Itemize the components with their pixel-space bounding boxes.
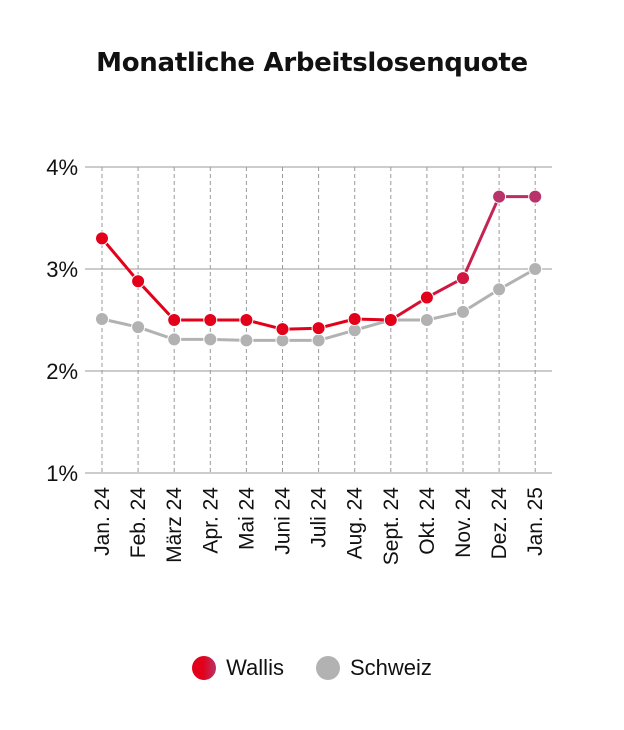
x-tick-label: Dez. 24 <box>488 487 511 560</box>
y-tick-label: 4% <box>46 155 78 180</box>
y-tick-label: 3% <box>46 257 78 282</box>
schweiz-data-point <box>456 304 470 319</box>
wallis-data-point <box>347 311 362 326</box>
schweiz-data-point <box>95 311 109 326</box>
schweiz-data-point <box>239 333 254 348</box>
x-tick-label: Mai 24 <box>235 487 258 550</box>
x-tick-label: Feb. 24 <box>127 487 150 559</box>
schweiz-data-point <box>131 320 146 335</box>
schweiz-data-point <box>492 282 507 297</box>
wallis-data-point <box>239 313 254 327</box>
x-tick-label: Juli 24 <box>308 487 331 548</box>
wallis-data-point <box>203 313 218 327</box>
x-tick-label: Jan. 24 <box>91 487 114 556</box>
x-tick-label: Jan. 25 <box>524 487 547 556</box>
y-tick-label: 1% <box>46 461 78 486</box>
x-tick-label: März 24 <box>163 487 186 563</box>
schweiz-data-point <box>203 332 218 347</box>
line-chart: 1% 2% 3% 4% Jan. 24 Feb. 24 März 24 Apr. 24 Mai … <box>46 155 552 566</box>
schweiz-data-point <box>167 332 182 347</box>
wallis-data-point <box>167 313 182 327</box>
wallis-data-point <box>419 290 434 305</box>
wallis-data-point <box>95 231 109 246</box>
x-tick-label: Apr. 24 <box>199 487 222 554</box>
schweiz-data-point <box>419 313 434 327</box>
wallis-data-point <box>383 313 398 327</box>
y-tick-label: 2% <box>46 359 78 384</box>
wallis-data-point <box>311 321 326 336</box>
chart-title: Monatliche Arbeitslosenquote <box>96 48 528 78</box>
x-tick-label: Aug. 24 <box>344 487 367 560</box>
legend-item-schweiz: Schweiz <box>315 655 432 681</box>
x-tick-label: Juni 24 <box>272 487 295 555</box>
x-tick-label: Nov. 24 <box>452 487 475 558</box>
wallis-data-point <box>275 322 290 337</box>
schweiz-data-point <box>311 333 326 348</box>
legend-label-wallis: Wallis <box>226 655 284 680</box>
legend: Wallis Schweiz <box>0 655 624 681</box>
wallis-data-point <box>131 274 146 289</box>
wallis-marker-icon <box>192 656 217 680</box>
schweiz-marker-icon <box>315 656 340 680</box>
wallis-data-point <box>528 189 543 204</box>
legend-item-wallis: Wallis <box>192 655 284 681</box>
wallis-data-point <box>456 271 470 286</box>
schweiz-data-point <box>528 262 543 276</box>
wallis-data-point <box>492 189 507 204</box>
x-tick-label: Okt. 24 <box>416 487 439 555</box>
legend-label-schweiz: Schweiz <box>349 655 432 680</box>
x-tick-label: Sept. 24 <box>380 487 403 566</box>
